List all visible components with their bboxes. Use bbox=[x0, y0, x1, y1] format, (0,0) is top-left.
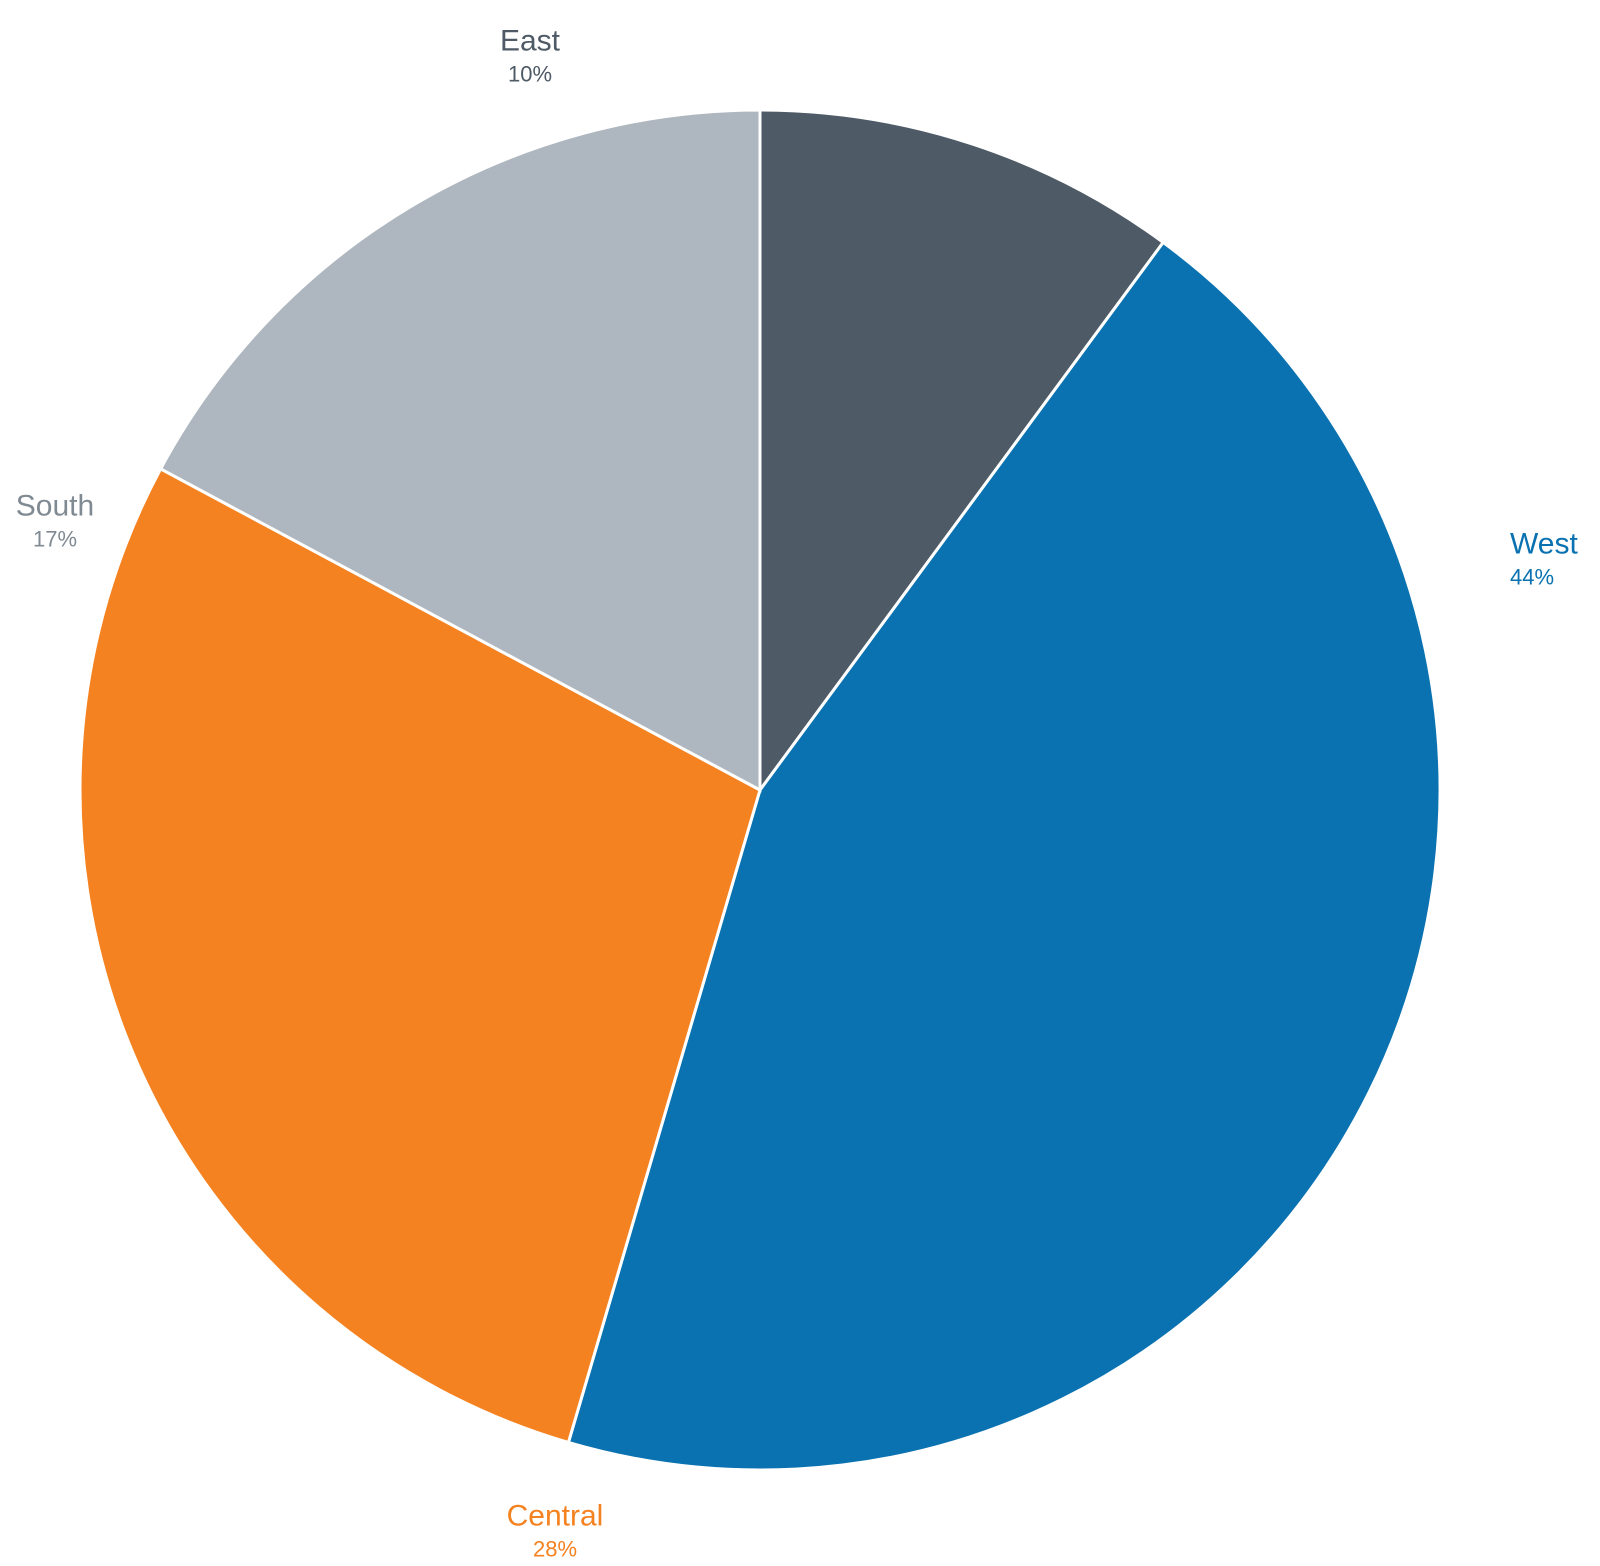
pie-svg bbox=[0, 0, 1600, 1566]
pie-chart: East10%West44%Central28%South17% bbox=[0, 0, 1600, 1566]
